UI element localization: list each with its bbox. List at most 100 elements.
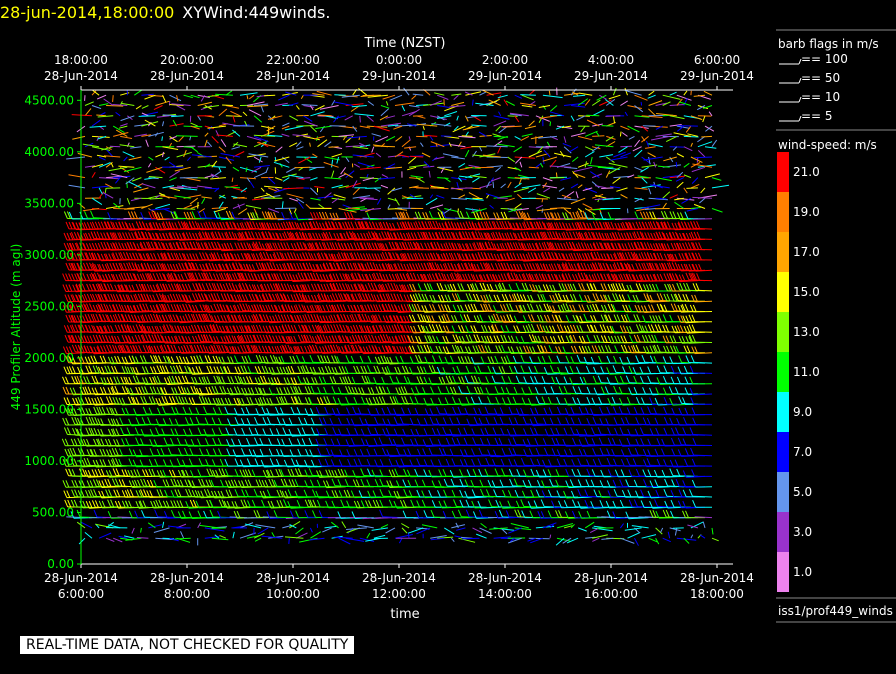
wind-barb [253, 171, 268, 179]
wind-barb-flag [357, 335, 362, 343]
wind-barb-flag [365, 346, 370, 354]
wind-barb [331, 159, 334, 168]
wind-barb-flag [316, 325, 321, 333]
wind-barb [91, 197, 103, 206]
wind-barb-flag [159, 325, 164, 334]
wind-barb-flag [71, 376, 76, 384]
wind-barb-flag [223, 500, 228, 509]
wind-barb-flag [184, 262, 189, 270]
wind-barb-flag [315, 264, 320, 272]
wind-barb-flag [213, 303, 218, 312]
wind-barb-flag [205, 272, 210, 280]
wind-barb-flag [338, 283, 343, 291]
wind-barb [398, 537, 403, 544]
wind-barb-flag [105, 314, 110, 322]
wind-barb-flag [145, 303, 150, 311]
wind-barb [317, 139, 328, 148]
wind-barb [273, 161, 290, 168]
wind-barb-flag [322, 325, 327, 333]
wind-barb-flag [99, 397, 104, 405]
wind-barb-flag [257, 387, 262, 395]
wind-barb [318, 203, 325, 209]
wind-barb-flag [90, 314, 95, 322]
wind-barb-flag [110, 221, 115, 229]
wind-barb-flag [132, 345, 137, 353]
wind-barb-flag [234, 375, 239, 384]
wind-barb-flag [74, 344, 79, 353]
wind-barb-flag [87, 386, 92, 394]
wind-barb-flag [121, 284, 125, 292]
wind-barb-flag [124, 284, 128, 292]
wind-barb [267, 134, 283, 137]
wind-barb [374, 145, 396, 148]
wind-barb-flag [188, 511, 193, 519]
wind-barb-flag [153, 376, 158, 384]
wind-barb-flag [162, 469, 167, 477]
wind-barb-flag [370, 282, 375, 291]
wind-barb-flag [360, 500, 365, 508]
wind-barb-flag [364, 273, 369, 282]
wind-barb [376, 197, 382, 205]
wind-barb-flag [97, 325, 101, 334]
wind-barb-flag [337, 397, 342, 406]
wind-barb-flag [139, 253, 144, 261]
wind-barb [389, 94, 403, 101]
wind-barb [190, 94, 200, 99]
wind-barb [358, 142, 368, 148]
wind-barb-flag [345, 273, 350, 281]
wind-barb-flag [65, 386, 70, 395]
wind-barb-flag [259, 314, 264, 322]
wind-barb-flag [112, 274, 117, 282]
wind-barb [210, 177, 226, 180]
wind-barb-flag [203, 325, 208, 333]
wind-barb-flag [233, 253, 238, 261]
wind-barb-flag [357, 344, 362, 353]
wind-barb-flag [274, 305, 279, 313]
wind-barb-flag [73, 232, 78, 240]
wind-barb-flag [94, 242, 99, 251]
wind-barb-flag [99, 325, 103, 333]
wind-barb-flag [268, 438, 273, 446]
wind-barb-flag [109, 283, 114, 291]
wind-barb-flag [170, 490, 175, 498]
wind-barb-flag [334, 367, 339, 375]
wind-barb-flag [302, 365, 307, 373]
wind-barb-flag [208, 294, 213, 302]
wind-barb [148, 194, 165, 199]
wind-barb [375, 152, 382, 158]
wind-barb-flag [382, 418, 387, 426]
wind-barb-flag [105, 253, 110, 261]
wind-barb-flag [114, 284, 119, 292]
wind-barb [140, 527, 142, 533]
wind-barb-flag [85, 408, 90, 416]
wind-barb-flag [210, 305, 215, 313]
wind-barb-flag [63, 366, 68, 374]
wind-barb-flag [160, 303, 165, 312]
wind-barb-flag [166, 344, 171, 353]
wind-barb [197, 522, 202, 529]
wind-barb-flag [275, 232, 280, 240]
wind-barb-flag [170, 252, 175, 260]
wind-barb-flag [123, 324, 128, 332]
wind-barb-flag [111, 366, 115, 374]
wind-barb-flag [185, 325, 190, 334]
wind-barb-flag [183, 221, 188, 229]
wind-barb-flag [363, 365, 368, 374]
wind-barb-flag [133, 211, 138, 219]
wind-barb-flag [310, 294, 315, 303]
wind-barb-flag [69, 252, 74, 261]
wind-barb-flag [211, 386, 216, 394]
wind-barb-flag [127, 304, 131, 313]
wind-barb-flag [311, 324, 316, 333]
wind-barb-flag [143, 478, 148, 487]
wind-barb-flag [324, 427, 329, 436]
wind-barb-flag [89, 283, 94, 292]
wind-barb-flag [358, 324, 363, 333]
wind-barb-flag [238, 398, 243, 406]
wind-barb-flag [75, 283, 80, 291]
wind-barb-flag [188, 458, 193, 466]
wind-barb-flag [68, 335, 73, 343]
wind-barb [275, 146, 283, 153]
wind-barb-flag [346, 427, 351, 436]
wind-barb-flag [344, 283, 349, 291]
